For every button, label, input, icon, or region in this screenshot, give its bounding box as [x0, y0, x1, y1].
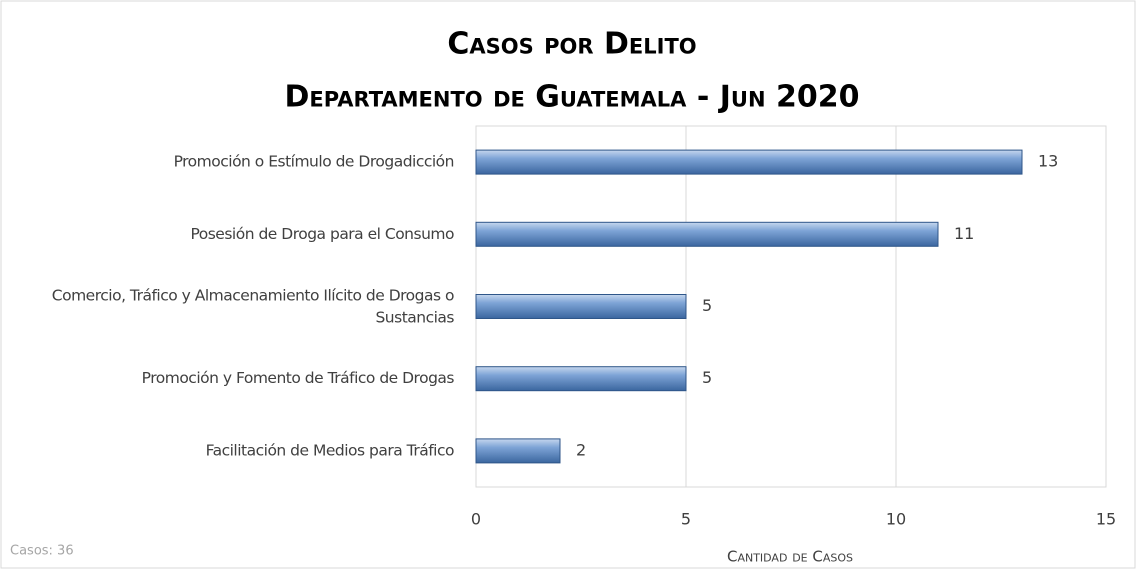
y-tick-label: Promoción y Fomento de Tráfico de Drogas [142, 369, 455, 387]
x-tick-label: 0 [471, 510, 481, 529]
y-tick-label: Posesión de Droga para el Consumo [190, 225, 454, 243]
y-tick-label: Facilitación de Medios para Tráfico [206, 441, 454, 459]
data-label: 11 [954, 224, 974, 243]
chart-subtitle: Departamento de Guatemala - Jun 2020 [285, 80, 860, 115]
data-label: 2 [576, 440, 586, 459]
x-tick-label: 10 [886, 510, 906, 529]
data-label: 5 [702, 296, 712, 315]
data-label: 5 [702, 368, 712, 387]
annotation: Casos: 36 [10, 544, 74, 559]
chart-title: Casos por Delito [447, 27, 696, 62]
y-tick-label: Comercio, Tráfico y Almacenamiento Ilíci… [52, 286, 455, 326]
x-tick-label: 5 [681, 510, 691, 529]
y-tick-label: Promoción o Estímulo de Drogadicción [174, 153, 454, 171]
bar [475, 366, 687, 392]
data-label: 13 [1038, 152, 1058, 171]
x-tick-label: 15 [1096, 510, 1116, 529]
x-axis-label: Cantidad de Casos [727, 548, 853, 566]
bar [475, 438, 561, 464]
bar [475, 149, 1023, 175]
bar [475, 294, 687, 319]
bar [475, 221, 939, 247]
